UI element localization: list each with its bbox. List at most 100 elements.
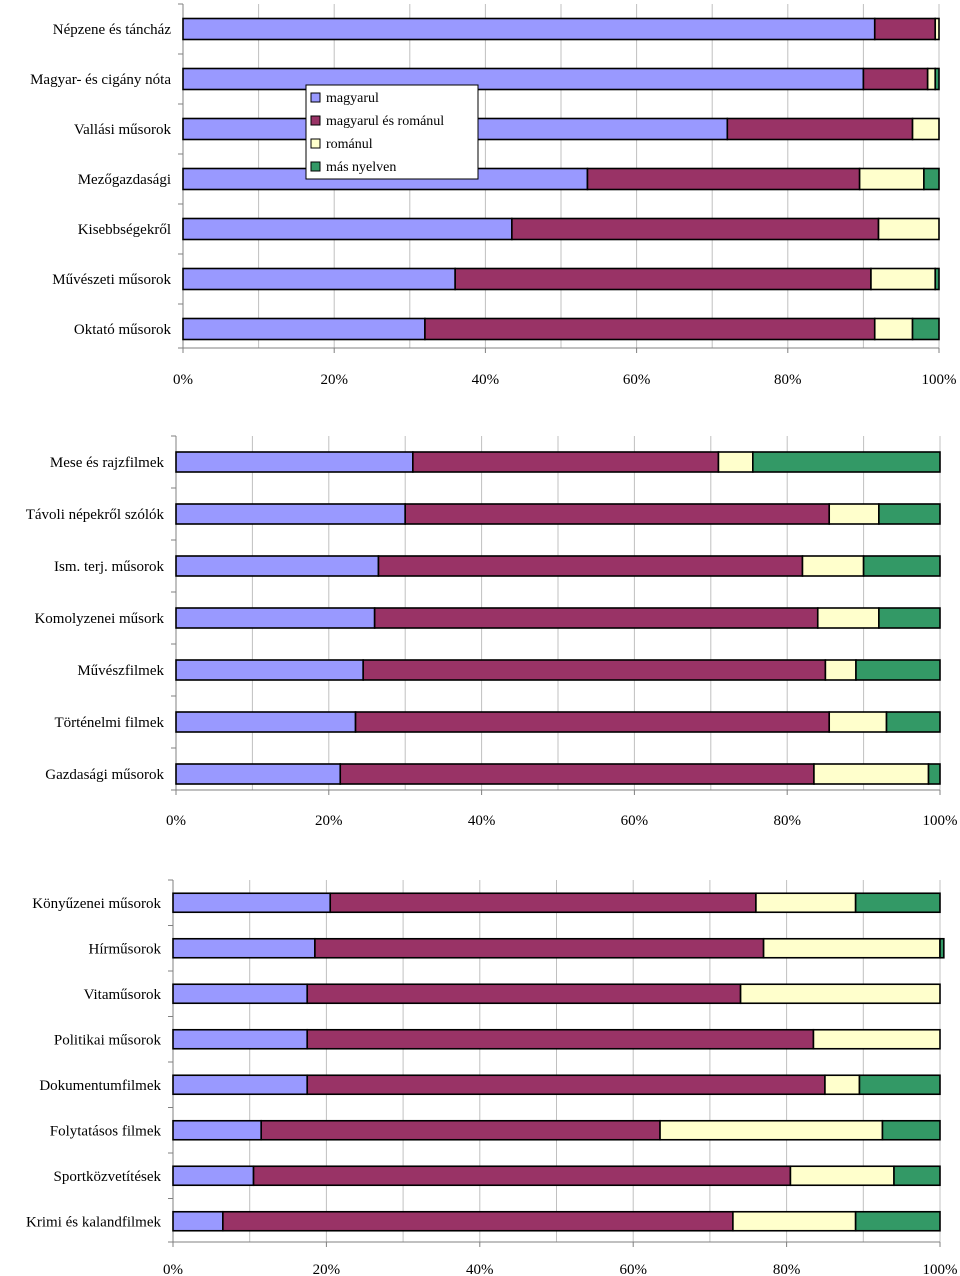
bar-segment-más-nyelven bbox=[934, 267, 940, 291]
x-tick-label: 60% bbox=[623, 372, 651, 388]
bar-segment-románul bbox=[812, 1028, 941, 1050]
bar-segment-magyarul-és-románul bbox=[339, 763, 815, 785]
x-tick-label: 80% bbox=[773, 1262, 801, 1276]
bar-segment-más-nyelven bbox=[752, 451, 941, 473]
legend-swatch bbox=[310, 161, 321, 172]
bar-segment-magyarul bbox=[182, 217, 513, 241]
chart-panel-1: Népzene és táncház Magyar- és cigány nóta… bbox=[30, 3, 957, 388]
bar-segment-magyarul bbox=[172, 1074, 309, 1096]
bar-segment-más-nyelven bbox=[911, 317, 940, 341]
bar-segment-románul bbox=[824, 1074, 861, 1096]
legend-label: más nyelven bbox=[326, 160, 396, 175]
x-tick-label: 100% bbox=[923, 1262, 958, 1276]
bar-segment-magyarul-és-románul bbox=[873, 17, 937, 41]
legend-swatch bbox=[310, 138, 321, 149]
category-label: Oktató műsorok bbox=[74, 322, 172, 338]
bar-segment-magyarul-és-románul bbox=[354, 711, 831, 733]
category-label: Kisebbségekről bbox=[78, 222, 171, 238]
chart-panel-3: Könyűzenei műsorok Hírműsorok Vitaműsorok P… bbox=[26, 879, 958, 1276]
bar-segment-románul bbox=[755, 892, 857, 914]
category-label: Gazdasági műsorok bbox=[45, 767, 164, 783]
category-label: Sportközvetítések bbox=[54, 1169, 162, 1185]
bar-segment-románul bbox=[801, 555, 865, 577]
bar-segment-románul bbox=[813, 763, 930, 785]
bar-segment-magyarul bbox=[172, 1210, 224, 1232]
category-label: Ism. terj. műsorok bbox=[54, 559, 164, 575]
bar-segment-magyarul-és-románul bbox=[314, 937, 765, 959]
bar-segment-románul bbox=[934, 17, 940, 41]
bar-segment-magyarul bbox=[175, 711, 357, 733]
x-tick-label: 40% bbox=[472, 372, 500, 388]
bar-segment-románul bbox=[824, 659, 857, 681]
bar-segment-románul bbox=[816, 607, 880, 629]
bar-segment-magyarul bbox=[175, 451, 414, 473]
category-label: Népzene és táncház bbox=[53, 22, 172, 38]
bar-segment-magyarul bbox=[172, 892, 332, 914]
bar-segment-magyarul-és-románul bbox=[377, 555, 804, 577]
bar-segment-románul bbox=[926, 67, 937, 91]
x-tick-label: 0% bbox=[173, 372, 193, 388]
bar-segment-magyarul-és-románul bbox=[260, 1119, 661, 1141]
bar-segment-románul bbox=[877, 217, 940, 241]
bar-segment-magyarul bbox=[182, 267, 456, 291]
x-tick-label: 60% bbox=[619, 1262, 647, 1276]
bar-segment-magyarul-és-románul bbox=[252, 1165, 792, 1187]
legend-label: magyarul bbox=[326, 91, 379, 106]
bar-segment-románul bbox=[762, 937, 941, 959]
category-label: Mezőgazdasági bbox=[78, 172, 171, 188]
bar-segment-más-nyelven bbox=[923, 167, 940, 191]
category-label: Komolyzenei műsork bbox=[34, 611, 164, 627]
bar-segment-románul bbox=[732, 1210, 857, 1232]
category-label: Vitaműsorok bbox=[84, 987, 162, 1003]
x-tick-label: 40% bbox=[468, 813, 496, 829]
bar-segment-magyarul bbox=[172, 1028, 309, 1050]
bar-segment-románul bbox=[828, 503, 880, 525]
x-tick-label: 100% bbox=[922, 372, 957, 388]
bar-segment-románul bbox=[870, 267, 937, 291]
bar-segment-románul bbox=[739, 983, 941, 1005]
bar-segment-más-nyelven bbox=[934, 67, 940, 91]
bar-segment-magyarul bbox=[182, 317, 426, 341]
bar-segment-magyarul-és-románul bbox=[306, 1028, 815, 1050]
legend-swatch bbox=[310, 92, 321, 103]
bar-segment-más-nyelven bbox=[885, 711, 941, 733]
bar-segment-más-nyelven bbox=[858, 1074, 941, 1096]
bar-segment-magyarul bbox=[175, 763, 342, 785]
x-tick-label: 0% bbox=[166, 813, 186, 829]
category-label: Könyűzenei műsorok bbox=[32, 896, 161, 912]
bar-segment-magyarul-és-románul bbox=[306, 1074, 826, 1096]
bar-segment-más-nyelven bbox=[893, 1165, 941, 1187]
bar-segment-magyarul-és-románul bbox=[586, 167, 861, 191]
category-label: Krimi és kalandfilmek bbox=[26, 1214, 161, 1230]
category-label: Politikai műsorok bbox=[54, 1032, 162, 1048]
x-tick-label: 80% bbox=[774, 372, 802, 388]
x-tick-label: 60% bbox=[621, 813, 649, 829]
bar-segment-románul bbox=[717, 451, 754, 473]
x-tick-label: 20% bbox=[320, 372, 348, 388]
bar-segment-magyarul bbox=[172, 937, 316, 959]
category-label: Folytatásos filmek bbox=[50, 1123, 162, 1139]
bar-segment-románul bbox=[911, 117, 940, 141]
bar-segment-magyarul-és-románul bbox=[862, 67, 929, 91]
x-tick-label: 80% bbox=[773, 813, 801, 829]
category-label: Vallási műsorok bbox=[74, 122, 172, 138]
x-tick-label: 40% bbox=[466, 1262, 494, 1276]
bar-segment-más-nyelven bbox=[854, 892, 941, 914]
bar-segment-magyarul-és-románul bbox=[412, 451, 720, 473]
bar-segment-magyarul bbox=[182, 17, 876, 41]
bar-segment-más-nyelven bbox=[939, 937, 945, 959]
bar-segment-magyarul bbox=[172, 983, 309, 1005]
bar-segment-magyarul-és-románul bbox=[222, 1210, 734, 1232]
bar-segment-magyarul-és-románul bbox=[404, 503, 831, 525]
bar-segment-románul bbox=[659, 1119, 884, 1141]
bar-segment-magyarul bbox=[182, 67, 865, 91]
bar-segment-magyarul-és-románul bbox=[373, 607, 819, 629]
bar-segment-magyarul-és-románul bbox=[362, 659, 827, 681]
category-label: Művészeti műsorok bbox=[52, 272, 171, 288]
category-label: Művészfilmek bbox=[77, 663, 164, 679]
bar-segment-románul bbox=[828, 711, 888, 733]
legend: magyarul magyarul és románul románul más ny… bbox=[305, 84, 479, 180]
legend-swatch bbox=[310, 115, 321, 126]
